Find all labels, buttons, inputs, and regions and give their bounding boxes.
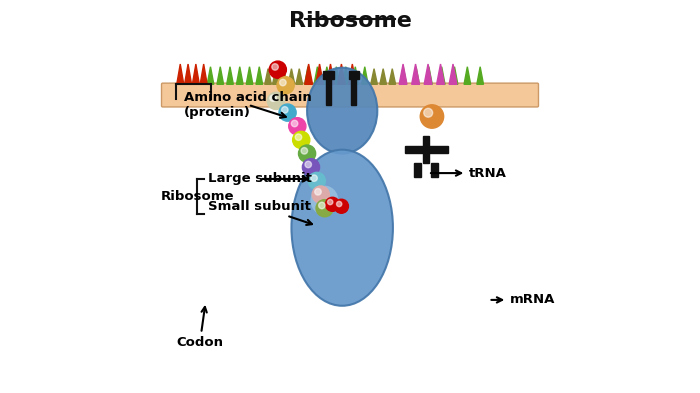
Text: tRNA: tRNA — [430, 167, 507, 180]
Polygon shape — [326, 79, 331, 105]
Polygon shape — [400, 67, 407, 84]
Polygon shape — [477, 67, 484, 84]
Text: Small subunit: Small subunit — [208, 200, 312, 225]
Polygon shape — [337, 64, 345, 84]
Circle shape — [337, 201, 342, 207]
Circle shape — [420, 105, 444, 128]
Circle shape — [281, 107, 288, 113]
Polygon shape — [399, 64, 407, 84]
Text: Codon: Codon — [176, 307, 223, 349]
Polygon shape — [217, 67, 223, 84]
Polygon shape — [280, 69, 287, 84]
Text: Ribosome: Ribosome — [288, 11, 412, 31]
Polygon shape — [296, 69, 302, 84]
Ellipse shape — [291, 150, 393, 306]
Circle shape — [295, 134, 302, 140]
Polygon shape — [349, 71, 359, 79]
Circle shape — [311, 175, 317, 182]
Polygon shape — [352, 67, 358, 84]
Circle shape — [335, 199, 349, 213]
Circle shape — [270, 95, 276, 101]
Polygon shape — [176, 64, 184, 84]
Polygon shape — [288, 69, 295, 84]
Polygon shape — [265, 69, 272, 84]
Polygon shape — [351, 79, 356, 105]
Circle shape — [315, 189, 321, 195]
Polygon shape — [449, 64, 457, 84]
Text: Large subunit: Large subunit — [208, 173, 312, 185]
Polygon shape — [342, 67, 349, 84]
Polygon shape — [327, 64, 335, 84]
Polygon shape — [389, 69, 396, 84]
Polygon shape — [424, 64, 432, 84]
Circle shape — [279, 79, 286, 86]
Polygon shape — [304, 64, 312, 84]
Polygon shape — [412, 64, 419, 84]
Polygon shape — [316, 64, 323, 84]
Circle shape — [279, 104, 296, 121]
Polygon shape — [431, 163, 438, 177]
Circle shape — [312, 186, 329, 203]
Circle shape — [293, 131, 310, 149]
Polygon shape — [227, 67, 233, 84]
Circle shape — [272, 64, 279, 70]
Circle shape — [318, 202, 326, 209]
Polygon shape — [371, 69, 377, 84]
Circle shape — [270, 61, 286, 78]
Polygon shape — [314, 67, 321, 84]
Polygon shape — [246, 67, 253, 84]
Circle shape — [424, 108, 433, 117]
Circle shape — [288, 118, 306, 135]
Circle shape — [326, 197, 340, 211]
Polygon shape — [200, 64, 207, 84]
Polygon shape — [237, 67, 243, 84]
Polygon shape — [256, 67, 262, 84]
Circle shape — [302, 159, 320, 176]
Ellipse shape — [307, 68, 377, 154]
Polygon shape — [426, 67, 432, 84]
Polygon shape — [323, 71, 334, 79]
Polygon shape — [437, 64, 444, 84]
Text: Ribosome: Ribosome — [161, 190, 234, 203]
Circle shape — [301, 147, 307, 154]
Polygon shape — [349, 64, 356, 84]
Polygon shape — [414, 163, 421, 177]
Polygon shape — [452, 67, 458, 84]
Polygon shape — [405, 146, 447, 153]
Polygon shape — [185, 64, 192, 84]
Ellipse shape — [311, 185, 338, 215]
Polygon shape — [361, 67, 368, 84]
Polygon shape — [380, 69, 386, 84]
Text: mRNA: mRNA — [491, 294, 555, 307]
Circle shape — [305, 161, 312, 168]
Circle shape — [298, 145, 316, 162]
Polygon shape — [464, 67, 470, 84]
Polygon shape — [333, 67, 340, 84]
Polygon shape — [438, 67, 445, 84]
FancyBboxPatch shape — [162, 83, 538, 107]
Polygon shape — [207, 67, 214, 84]
Polygon shape — [272, 69, 279, 84]
Polygon shape — [304, 67, 312, 84]
Circle shape — [267, 92, 284, 110]
Polygon shape — [323, 67, 330, 84]
Text: Amino acid chain
(protein): Amino acid chain (protein) — [184, 91, 312, 119]
Polygon shape — [423, 136, 429, 163]
Polygon shape — [413, 67, 419, 84]
Circle shape — [308, 172, 326, 189]
Circle shape — [328, 199, 333, 205]
Polygon shape — [193, 64, 200, 84]
Circle shape — [291, 120, 298, 127]
Circle shape — [316, 200, 333, 217]
Circle shape — [277, 77, 294, 94]
